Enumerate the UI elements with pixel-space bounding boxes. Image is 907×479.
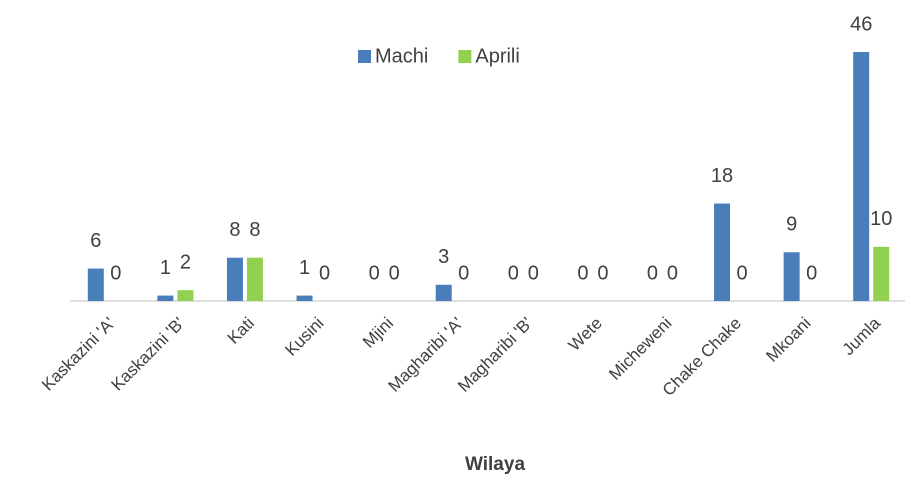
legend-swatch [358, 50, 371, 63]
x-tick-label: Jumla [839, 313, 885, 359]
bar [873, 246, 890, 301]
bar [714, 203, 731, 301]
value-label: 0 [577, 262, 588, 284]
value-label: 0 [110, 262, 121, 284]
value-label: 0 [508, 262, 519, 284]
bar [296, 295, 313, 301]
value-label: 0 [806, 262, 817, 284]
value-label: 9 [786, 214, 797, 236]
value-label: 46 [850, 13, 872, 35]
value-label: 0 [458, 262, 469, 284]
value-label: 0 [319, 262, 330, 284]
value-label: 6 [90, 230, 101, 252]
value-label: 1 [160, 257, 171, 279]
value-label: 0 [528, 262, 539, 284]
legend-swatch [458, 50, 472, 63]
bar [87, 268, 104, 301]
value-label: 0 [736, 262, 747, 284]
x-tick-label: Magharibi 'B' [454, 314, 536, 396]
value-label: 8 [249, 219, 260, 241]
bar [783, 252, 800, 301]
value-label: 10 [870, 208, 892, 230]
value-label: 2 [180, 251, 191, 273]
value-label: 8 [229, 219, 240, 241]
value-label: 3 [438, 246, 449, 268]
value-label: 1 [299, 257, 310, 279]
bar [435, 284, 452, 301]
legend-label: Aprili [475, 45, 519, 67]
x-tick-label: Mkoani [762, 314, 814, 366]
x-tick-label: Kaskazini 'A' [38, 314, 119, 395]
bar [226, 257, 243, 301]
value-label: 0 [647, 262, 658, 284]
x-tick-label: Kusini [281, 314, 327, 360]
value-label: 0 [369, 262, 380, 284]
value-label: 18 [711, 165, 733, 187]
value-label: 0 [667, 262, 678, 284]
x-tick-label: Kaskazini 'B' [108, 314, 189, 395]
value-label: 0 [597, 262, 608, 284]
bar [157, 295, 174, 301]
bar [177, 290, 194, 301]
bar [246, 257, 263, 301]
x-tick-label: Wete [565, 314, 606, 355]
x-tick-label: Mjini [359, 314, 397, 352]
x-axis-title: Wilaya [465, 454, 525, 475]
value-label: 0 [389, 262, 400, 284]
x-tick-label: Micheweni [605, 314, 675, 384]
x-tick-label: Kati [224, 314, 258, 348]
bar [853, 52, 870, 301]
legend-label: Machi [375, 45, 428, 67]
